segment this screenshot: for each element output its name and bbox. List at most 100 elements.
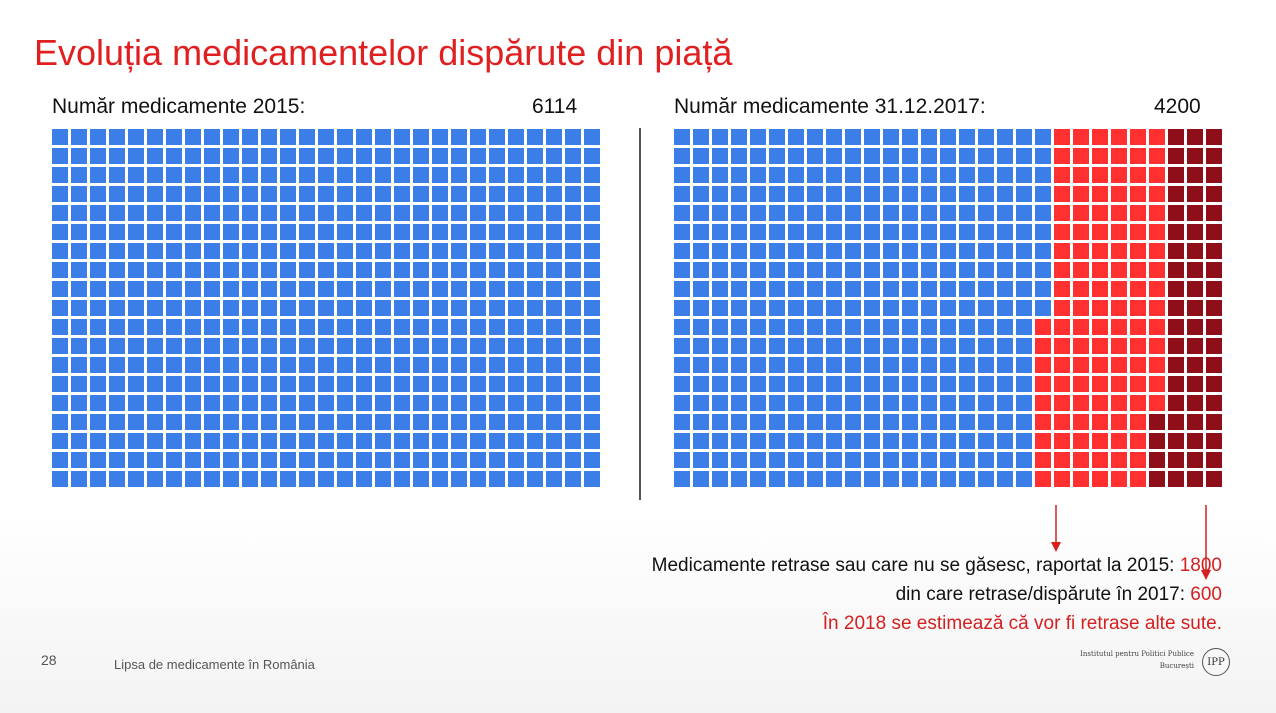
waffle-cell xyxy=(413,300,429,316)
waffle-cell xyxy=(997,205,1013,221)
waffle-cell xyxy=(584,186,600,202)
waffle-cell xyxy=(375,224,391,240)
waffle-cell xyxy=(470,186,486,202)
waffle-cell xyxy=(166,452,182,468)
waffle-cell xyxy=(128,300,144,316)
waffle-cell xyxy=(712,186,728,202)
waffle-cell xyxy=(1073,300,1089,316)
waffle-cell xyxy=(71,243,87,259)
waffle-cell xyxy=(1130,205,1146,221)
waffle-cell xyxy=(432,148,448,164)
waffle-cell xyxy=(978,300,994,316)
waffle-cell xyxy=(280,262,296,278)
waffle-cell xyxy=(470,319,486,335)
waffle-cell xyxy=(1111,338,1127,354)
waffle-cell xyxy=(1073,148,1089,164)
waffle-cell xyxy=(318,357,334,373)
waffle-cell xyxy=(223,357,239,373)
waffle-cell xyxy=(864,376,880,392)
waffle-cell xyxy=(261,186,277,202)
waffle-cell xyxy=(337,205,353,221)
waffle-cell xyxy=(1168,148,1184,164)
waffle-cell xyxy=(807,262,823,278)
waffle-cell xyxy=(1035,319,1051,335)
waffle-cell xyxy=(1149,300,1165,316)
waffle-cell xyxy=(90,243,106,259)
waffle-cell xyxy=(375,338,391,354)
waffle-cell xyxy=(750,129,766,145)
waffle-cell xyxy=(769,262,785,278)
waffle-cell xyxy=(185,338,201,354)
waffle-cell xyxy=(584,148,600,164)
waffle-cell xyxy=(109,186,125,202)
waffle-cell xyxy=(1035,452,1051,468)
waffle-cell xyxy=(1035,357,1051,373)
waffle-cell xyxy=(223,395,239,411)
waffle-cell xyxy=(1206,148,1222,164)
waffle-cell xyxy=(52,395,68,411)
waffle-cell xyxy=(750,376,766,392)
waffle-cell xyxy=(147,129,163,145)
annotation-withdrawn-2017: din care retrase/dispărute în 2017: 600 xyxy=(896,584,1222,606)
waffle-cell xyxy=(940,148,956,164)
waffle-cell xyxy=(807,281,823,297)
waffle-cell xyxy=(204,395,220,411)
waffle-cell xyxy=(299,186,315,202)
waffle-cell xyxy=(1035,395,1051,411)
waffle-cell xyxy=(508,243,524,259)
waffle-cell xyxy=(997,224,1013,240)
waffle-cell xyxy=(242,186,258,202)
waffle-cell xyxy=(1187,205,1203,221)
waffle-cell xyxy=(1187,243,1203,259)
waffle-cell xyxy=(166,338,182,354)
waffle-cell xyxy=(261,471,277,487)
waffle-cell xyxy=(147,148,163,164)
waffle-cell xyxy=(1035,414,1051,430)
waffle-cell xyxy=(527,262,543,278)
waffle-cell xyxy=(788,167,804,183)
waffle-cell xyxy=(997,414,1013,430)
waffle-cell xyxy=(90,338,106,354)
waffle-cell xyxy=(280,148,296,164)
waffle-cell xyxy=(807,319,823,335)
waffle-cell xyxy=(1016,414,1032,430)
waffle-cell xyxy=(1187,186,1203,202)
waffle-cell xyxy=(864,433,880,449)
waffle-cell xyxy=(565,167,581,183)
waffle-cell xyxy=(1035,224,1051,240)
waffle-cell xyxy=(71,357,87,373)
waffle-cell xyxy=(489,376,505,392)
waffle-cell xyxy=(318,471,334,487)
waffle-cell xyxy=(1168,205,1184,221)
waffle-cell xyxy=(90,281,106,297)
waffle-cell xyxy=(940,262,956,278)
waffle-cell xyxy=(959,167,975,183)
waffle-cell xyxy=(565,376,581,392)
waffle-cell xyxy=(90,395,106,411)
waffle-cell xyxy=(128,243,144,259)
waffle-cell xyxy=(1149,433,1165,449)
waffle-cell xyxy=(356,300,372,316)
waffle-cell xyxy=(451,243,467,259)
waffle-cell xyxy=(1035,433,1051,449)
waffle-cell xyxy=(845,262,861,278)
waffle-cell xyxy=(750,262,766,278)
waffle-cell xyxy=(674,205,690,221)
waffle-cell xyxy=(204,319,220,335)
waffle-cell xyxy=(1111,414,1127,430)
waffle-cell xyxy=(128,129,144,145)
waffle-cell xyxy=(788,205,804,221)
waffle-cell xyxy=(318,205,334,221)
waffle-cell xyxy=(826,319,842,335)
waffle-cell xyxy=(356,471,372,487)
waffle-cell xyxy=(1149,186,1165,202)
waffle-cell xyxy=(712,129,728,145)
waffle-cell xyxy=(788,262,804,278)
waffle-cell xyxy=(318,395,334,411)
left-panel-label: Număr medicamente 2015: xyxy=(52,95,306,118)
waffle-cell xyxy=(508,205,524,221)
waffle-cell xyxy=(731,243,747,259)
waffle-cell xyxy=(1149,452,1165,468)
waffle-cell xyxy=(394,414,410,430)
waffle-cell xyxy=(109,205,125,221)
